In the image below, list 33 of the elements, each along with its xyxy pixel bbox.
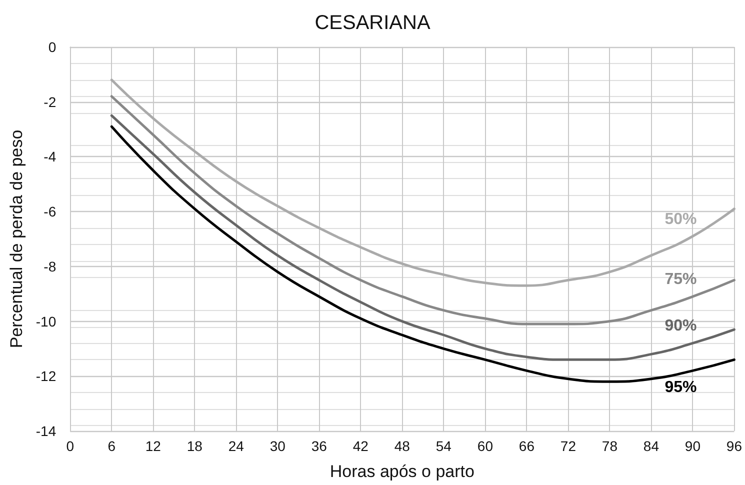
x-tick-label: 6: [108, 438, 116, 454]
y-tick-label: 0: [48, 39, 56, 55]
x-tick-label: 12: [145, 438, 162, 454]
x-tick-label: 48: [394, 438, 410, 454]
y-tick-label: -4: [44, 148, 56, 165]
series-label: 75%: [664, 271, 697, 288]
y-axis-title: Percentual de perda de peso: [7, 130, 26, 348]
x-tick-label: 30: [270, 438, 286, 454]
x-tick-label: 66: [518, 438, 535, 454]
x-tick-label: 84: [643, 438, 660, 454]
y-tick-label: -6: [44, 204, 56, 220]
x-tick-label: 60: [477, 438, 494, 454]
line-series: [110, 78, 736, 287]
x-tick-label: 90: [684, 438, 701, 454]
x-axis-title: Horas após o parto: [330, 462, 474, 481]
y-tick-label: -8: [44, 258, 56, 274]
x-tick-label: 78: [602, 438, 618, 454]
x-tick-label: 96: [726, 438, 742, 454]
x-tick-label: 18: [186, 438, 203, 454]
x-tick-label: 0: [66, 438, 74, 454]
x-tick-label: 24: [228, 438, 244, 454]
y-tick-label: -12: [36, 368, 56, 384]
y-tick-label: -10: [36, 313, 56, 330]
y-tick-label: -2: [44, 94, 56, 110]
y-tick-label: -14: [36, 423, 56, 439]
series-label: 95%: [664, 379, 697, 396]
series-label: 90%: [664, 318, 697, 335]
x-tick-label: 36: [311, 438, 328, 454]
x-tick-label: 54: [436, 438, 452, 454]
x-tick-label: 42: [352, 438, 369, 454]
x-tick-label: 72: [560, 438, 576, 454]
series-label: 50%: [664, 210, 697, 228]
chart-title: CESARIANA: [314, 12, 431, 34]
